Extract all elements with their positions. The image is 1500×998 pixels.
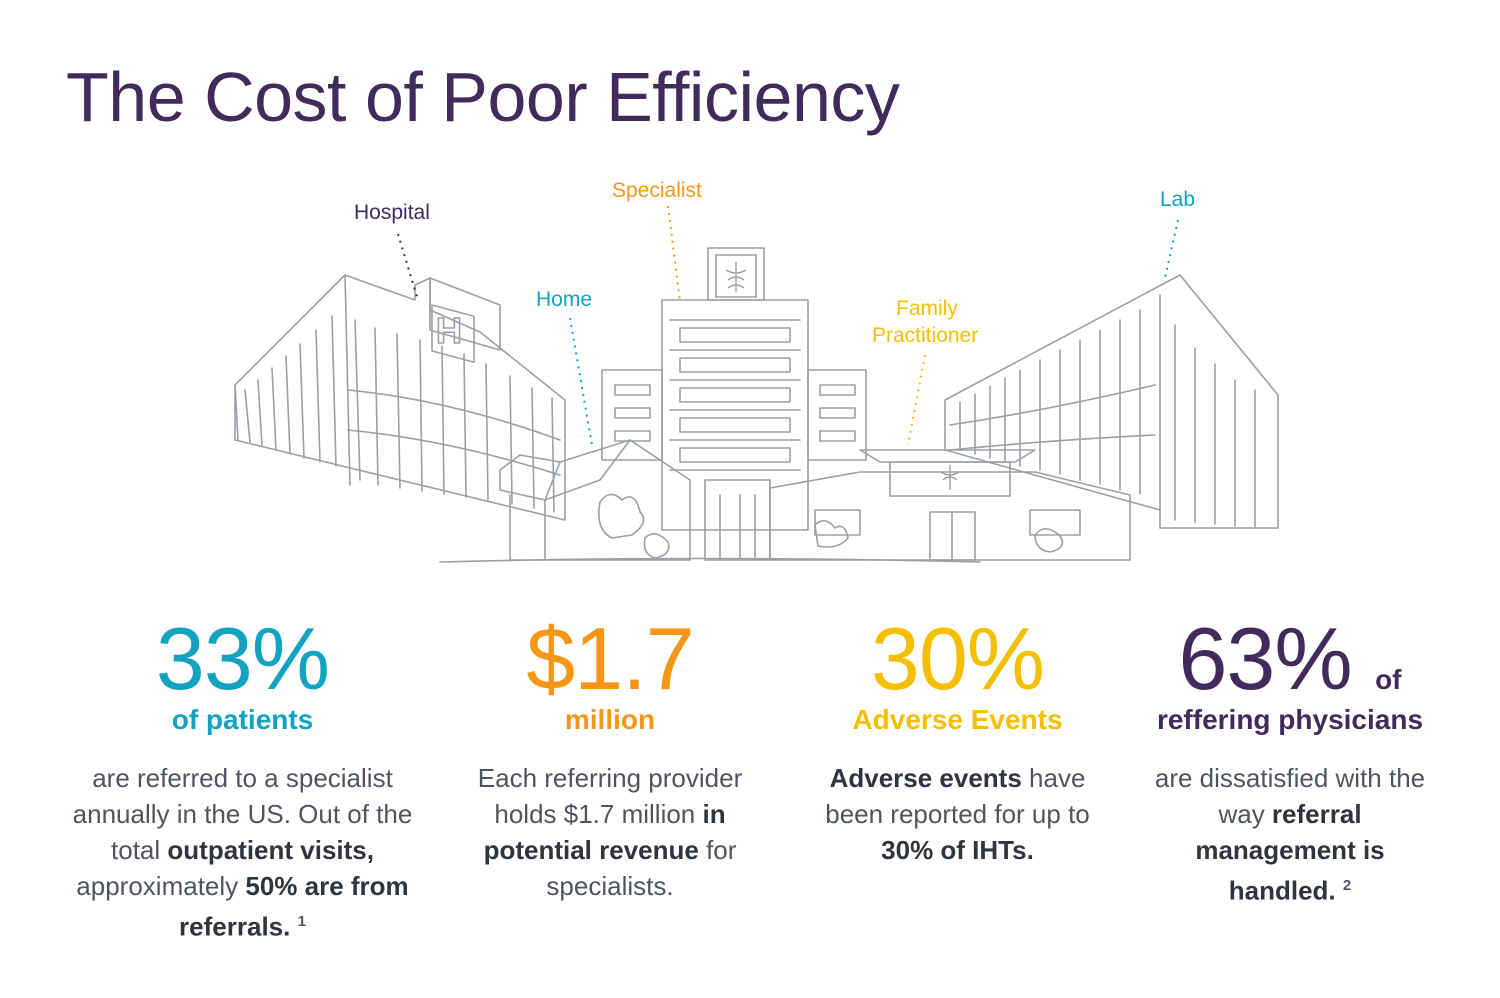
family-leader — [907, 354, 926, 446]
hospital-sign-letter: H — [436, 310, 462, 351]
lab-leader — [1164, 219, 1179, 279]
label-lab: Lab — [1160, 188, 1196, 211]
caduceus-icon — [940, 465, 960, 490]
stat-description: are referred to a specialist annually in… — [60, 760, 425, 945]
label-home: Home — [536, 288, 593, 311]
page-title: The Cost of Poor Efficiency — [66, 58, 900, 136]
label-practitioner: Practitioner — [872, 324, 979, 347]
stat-label: reffering physicians — [1156, 704, 1424, 735]
description-segment: have been reported for up to — [825, 762, 1090, 829]
hospital-leader — [397, 233, 419, 301]
specialist-leader — [667, 205, 681, 303]
caduceus-icon — [725, 262, 747, 292]
description-segment: referral management is handled. — [1195, 798, 1385, 906]
footnote-marker: 1 — [297, 912, 306, 930]
stat-label: of patients — [171, 704, 314, 735]
description-segment: are referred to a specialist annually in… — [72, 762, 413, 865]
buildings-sketch: H — [234, 205, 1279, 563]
stat-description: Adverse events have been reported for up… — [800, 760, 1115, 868]
description-segment: are dissatisfied with the way — [1154, 762, 1426, 829]
lab-building — [944, 274, 1279, 529]
description-segment: 30% of IHTs. — [881, 834, 1034, 865]
label-leaders — [397, 205, 1179, 446]
specialist-building — [601, 247, 867, 561]
stat-physicians-dissatisfied: 63% of reffering physicians are dissatis… — [1130, 615, 1450, 908]
hospital-sign-icon — [431, 304, 475, 364]
description-segment: Adverse events — [829, 762, 1022, 793]
hospital-building — [234, 274, 566, 521]
description-segment: in potential revenue — [483, 798, 726, 865]
stats-row: 33% of patients are referred to a specia… — [0, 615, 1500, 998]
stat-description: Each referring provider holds $1.7 milli… — [445, 760, 775, 904]
label-specialist: Specialist — [612, 179, 702, 202]
footnote-marker: 2 — [1342, 876, 1352, 894]
label-hospital: Hospital — [354, 201, 430, 224]
buildings-illustration: H Hospital Specialist Home Family Practi… — [0, 150, 1500, 580]
description-segment: Each referring provider holds $1.7 milli… — [477, 762, 743, 829]
home-building — [499, 439, 691, 561]
description-segment: 50% are from referrals. — [179, 870, 409, 942]
stat-value-suffix: of — [1375, 664, 1402, 695]
family-practitioner-building — [769, 449, 1131, 561]
description-segment: for specialists. — [546, 834, 737, 901]
stat-value: 30% — [870, 609, 1045, 708]
home-leader — [569, 317, 593, 446]
stat-label: Adverse Events — [852, 704, 1063, 735]
description-segment: approximately — [76, 870, 246, 901]
stat-revenue: $1.7 million Each referring provider hol… — [445, 615, 775, 904]
label-family: Family — [896, 297, 958, 320]
stat-value: 63% — [1178, 609, 1352, 708]
stat-description: are dissatisfied with the way referral m… — [1130, 760, 1450, 909]
stat-value: $1.7 — [526, 609, 694, 708]
stat-value: 33% — [155, 609, 330, 708]
stat-label: million — [564, 704, 656, 735]
description-segment: outpatient visits, — [167, 834, 374, 865]
stat-adverse-events: 30% Adverse Events Adverse events have b… — [800, 615, 1115, 868]
stat-value-row: 63% of — [1130, 615, 1450, 703]
stat-patients-referred: 33% of patients are referred to a specia… — [60, 615, 425, 944]
